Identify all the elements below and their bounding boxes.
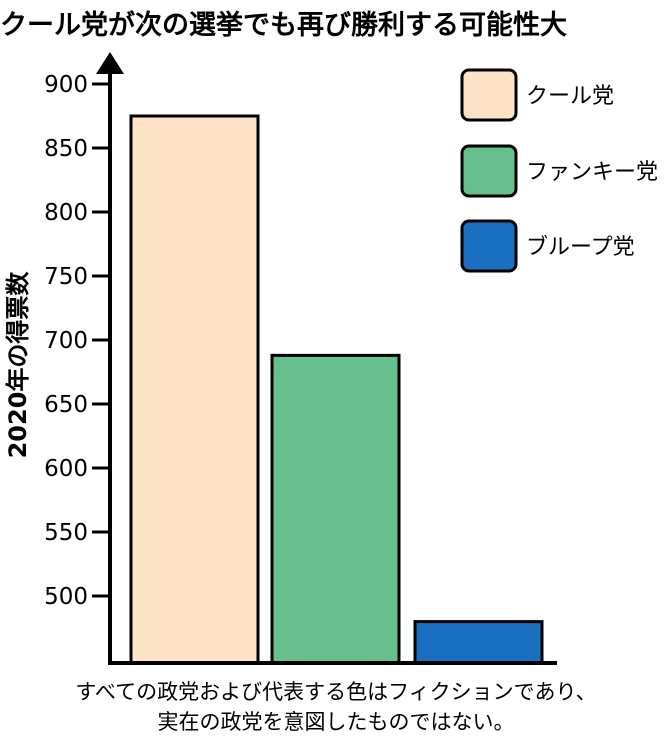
bars — [129, 114, 544, 665]
y-tick-label: 650 — [44, 392, 88, 418]
bar-2 — [270, 353, 401, 665]
y-tick-label: 600 — [44, 456, 88, 482]
y-axis-arrow — [96, 52, 124, 74]
bar-3 — [413, 620, 544, 665]
legend-swatch — [460, 144, 518, 198]
y-tick-label: 800 — [44, 200, 88, 226]
legend-label: ブループ党 — [526, 235, 635, 260]
y-tick-label: 700 — [44, 328, 88, 354]
y-tick-label: 500 — [44, 584, 88, 610]
y-axis-label: 2020年の得票数 — [4, 271, 32, 459]
y-tick-label: 900 — [44, 72, 88, 98]
caption-line-1: すべての政党および代表する色はフィクションであり、 — [75, 680, 597, 704]
legend-swatch — [460, 68, 518, 122]
legend-swatch — [460, 219, 518, 273]
caption: すべての政党および代表する色はフィクションであり、 実在の政党を意図したものでは… — [0, 677, 672, 737]
legend-label: クール党 — [526, 84, 614, 109]
legend-label: ファンキー党 — [526, 160, 658, 185]
y-axis-ticks: 500 550 600 650 700 750 800 850 900 — [44, 72, 110, 610]
y-tick-label: 750 — [44, 264, 88, 290]
caption-line-2: 実在の政党を意図したものではない。 — [157, 710, 515, 734]
chart: クール党が次の選挙でも再び勝利する可能性大 2020年の得票数 500 550 60… — [0, 9, 658, 665]
y-tick-label: 850 — [44, 136, 88, 162]
chart-title: クール党が次の選挙でも再び勝利する可能性大 — [0, 9, 567, 41]
bar-1 — [129, 114, 260, 665]
y-tick-label: 550 — [44, 520, 88, 546]
